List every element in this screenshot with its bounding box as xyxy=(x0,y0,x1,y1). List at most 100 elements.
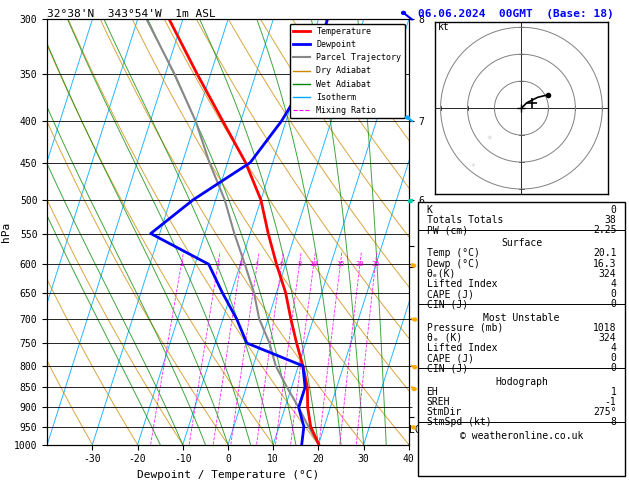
Dewpoint xyxy=(233,316,240,322)
Temperature xyxy=(257,197,265,203)
Parcel Trajectory xyxy=(315,442,323,448)
Text: 6: 6 xyxy=(279,261,284,267)
Text: SREH: SREH xyxy=(426,397,450,407)
Dewpoint xyxy=(306,71,314,77)
Dewpoint xyxy=(299,363,307,369)
Temperature xyxy=(304,404,311,410)
Temperature xyxy=(273,261,281,267)
Text: 4: 4 xyxy=(255,261,259,267)
Text: © weatheronline.co.uk: © weatheronline.co.uk xyxy=(460,431,583,440)
Text: *: * xyxy=(470,163,476,172)
Text: LCL: LCL xyxy=(409,425,426,435)
Text: Lifted Index: Lifted Index xyxy=(426,343,497,353)
Text: 324: 324 xyxy=(599,269,616,279)
Temperature xyxy=(165,17,173,22)
Text: 0: 0 xyxy=(611,205,616,215)
Dewpoint xyxy=(218,290,226,295)
Text: 0: 0 xyxy=(611,364,616,373)
Dewpoint xyxy=(247,160,254,166)
Parcel Trajectory xyxy=(250,290,258,295)
Text: StmDir: StmDir xyxy=(426,407,462,417)
Text: 1: 1 xyxy=(611,387,616,397)
Dewpoint xyxy=(324,17,331,22)
Text: CIN (J): CIN (J) xyxy=(426,364,468,373)
Line: Parcel Trajectory: Parcel Trajectory xyxy=(147,19,319,445)
Text: θₑ (K): θₑ (K) xyxy=(426,333,462,343)
Parcel Trajectory xyxy=(221,197,228,203)
Dewpoint xyxy=(298,442,306,448)
Text: CIN (J): CIN (J) xyxy=(426,299,468,309)
Parcel Trajectory xyxy=(265,340,273,346)
Dewpoint xyxy=(147,231,155,237)
Dewpoint xyxy=(189,197,197,203)
X-axis label: Dewpoint / Temperature (°C): Dewpoint / Temperature (°C) xyxy=(137,470,319,480)
Text: 1: 1 xyxy=(179,261,184,267)
Y-axis label: km
ASL: km ASL xyxy=(470,232,487,254)
Y-axis label: hPa: hPa xyxy=(1,222,11,242)
Text: CAPE (J): CAPE (J) xyxy=(426,353,474,363)
Parcel Trajectory xyxy=(255,316,263,322)
Text: 20: 20 xyxy=(355,261,364,267)
Text: 16.3: 16.3 xyxy=(593,259,616,269)
Temperature xyxy=(304,384,311,390)
Text: Dewp (°C): Dewp (°C) xyxy=(426,259,479,269)
Text: -1: -1 xyxy=(604,397,616,407)
Text: 8: 8 xyxy=(298,261,301,267)
Text: *: * xyxy=(486,136,492,145)
Text: 2: 2 xyxy=(216,261,220,267)
Parcel Trajectory xyxy=(143,17,150,22)
Dewpoint xyxy=(205,261,213,267)
Parcel Trajectory xyxy=(206,160,213,166)
Text: 4: 4 xyxy=(611,343,616,353)
Text: θₑ(K): θₑ(K) xyxy=(426,269,456,279)
Parcel Trajectory xyxy=(295,404,303,410)
Text: CAPE (J): CAPE (J) xyxy=(426,289,474,299)
Text: 38: 38 xyxy=(604,215,616,225)
Parcel Trajectory xyxy=(283,384,291,390)
Parcel Trajectory xyxy=(170,71,178,77)
Text: Lifted Index: Lifted Index xyxy=(426,279,497,289)
Temperature xyxy=(293,340,301,346)
Text: 0: 0 xyxy=(611,299,616,309)
Text: Temp (°C): Temp (°C) xyxy=(426,248,479,259)
Text: 2.25: 2.25 xyxy=(593,225,616,235)
Temperature xyxy=(299,363,307,369)
Text: EH: EH xyxy=(426,387,438,397)
Parcel Trajectory xyxy=(241,261,248,267)
Text: 0: 0 xyxy=(611,353,616,363)
Text: 0: 0 xyxy=(611,289,616,299)
Temperature xyxy=(315,442,323,448)
Dewpoint xyxy=(243,340,250,346)
Line: Dewpoint: Dewpoint xyxy=(151,19,328,445)
Temperature xyxy=(307,424,314,430)
Temperature xyxy=(264,231,272,237)
Dewpoint xyxy=(301,384,309,390)
Text: 10: 10 xyxy=(309,261,318,267)
Text: 324: 324 xyxy=(599,333,616,343)
Line: Temperature: Temperature xyxy=(169,19,319,445)
Dewpoint xyxy=(278,118,286,124)
Text: 25: 25 xyxy=(371,261,380,267)
Text: kt: kt xyxy=(438,22,450,32)
Parcel Trajectory xyxy=(272,363,279,369)
Text: 3: 3 xyxy=(238,261,243,267)
Text: Totals Totals: Totals Totals xyxy=(426,215,503,225)
Text: 15: 15 xyxy=(336,261,345,267)
Dewpoint xyxy=(295,404,303,410)
Text: StmSpd (kt): StmSpd (kt) xyxy=(426,417,491,427)
Text: 32°38'N  343°54'W  1m ASL: 32°38'N 343°54'W 1m ASL xyxy=(47,9,216,18)
Legend: Temperature, Dewpoint, Parcel Trajectory, Dry Adiabat, Wet Adiabat, Isotherm, Mi: Temperature, Dewpoint, Parcel Trajectory… xyxy=(290,24,404,118)
Temperature xyxy=(242,160,250,166)
Text: Surface: Surface xyxy=(501,238,542,248)
Text: 06.06.2024  00GMT  (Base: 18): 06.06.2024 00GMT (Base: 18) xyxy=(418,9,614,19)
Dewpoint xyxy=(300,424,308,430)
Text: Hodograph: Hodograph xyxy=(495,377,548,387)
Temperature xyxy=(193,71,201,77)
Parcel Trajectory xyxy=(231,231,238,237)
Text: PW (cm): PW (cm) xyxy=(426,225,468,235)
Text: Most Unstable: Most Unstable xyxy=(483,312,560,323)
Text: Pressure (mb): Pressure (mb) xyxy=(426,323,503,333)
Parcel Trajectory xyxy=(304,424,312,430)
Parcel Trajectory xyxy=(192,118,199,124)
Text: 1018: 1018 xyxy=(593,323,616,333)
